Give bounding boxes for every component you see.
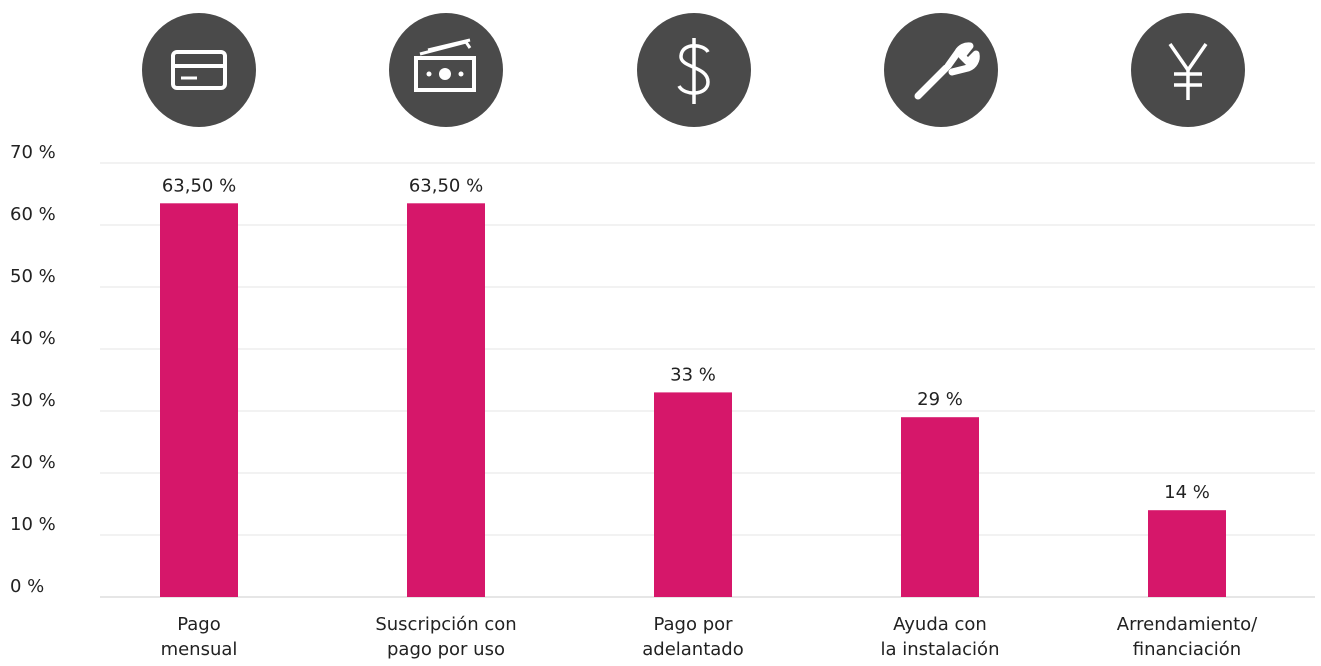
y-tick-label: 40 %: [10, 328, 56, 349]
bar: [407, 203, 485, 598]
x-tick-label: Pago por adelantado: [642, 614, 744, 660]
bar: [160, 203, 238, 598]
icons: [142, 13, 1245, 127]
x-tick-label: Pago mensual: [160, 614, 238, 660]
x-tick-label: Suscripción con pago por uso: [375, 614, 517, 660]
value-label: 63,50 %: [409, 175, 483, 196]
value-label: 63,50 %: [162, 175, 236, 196]
y-tick-label: 20 %: [10, 452, 56, 473]
y-tick-label: 70 %: [10, 142, 56, 163]
y-tick-label: 10 %: [10, 514, 56, 535]
y-tick-label: 0 %: [10, 576, 44, 597]
y-tick-label: 50 %: [10, 266, 56, 287]
value-label: 14 %: [1164, 482, 1210, 503]
x-tick-label: Arrendamiento/ financiación: [1116, 614, 1258, 660]
y-tick-label: 30 %: [10, 390, 56, 411]
bar: [901, 417, 979, 597]
icon-card: [142, 13, 256, 127]
bar: [1148, 510, 1226, 597]
x-tick-label: Ayuda con la instalación: [880, 614, 1000, 660]
bar: [654, 392, 732, 597]
value-label: 33 %: [670, 364, 716, 385]
y-tick-label: 60 %: [10, 204, 56, 225]
value-label: 29 %: [917, 389, 963, 410]
